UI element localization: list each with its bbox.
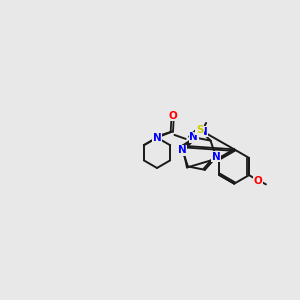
Text: S: S — [196, 125, 203, 135]
Text: N: N — [199, 127, 208, 137]
Text: O: O — [254, 176, 263, 186]
Text: N: N — [178, 145, 187, 155]
Text: N: N — [189, 132, 198, 142]
Text: O: O — [168, 111, 177, 121]
Text: N: N — [153, 133, 161, 142]
Text: N: N — [212, 152, 220, 162]
Text: N: N — [153, 133, 161, 142]
